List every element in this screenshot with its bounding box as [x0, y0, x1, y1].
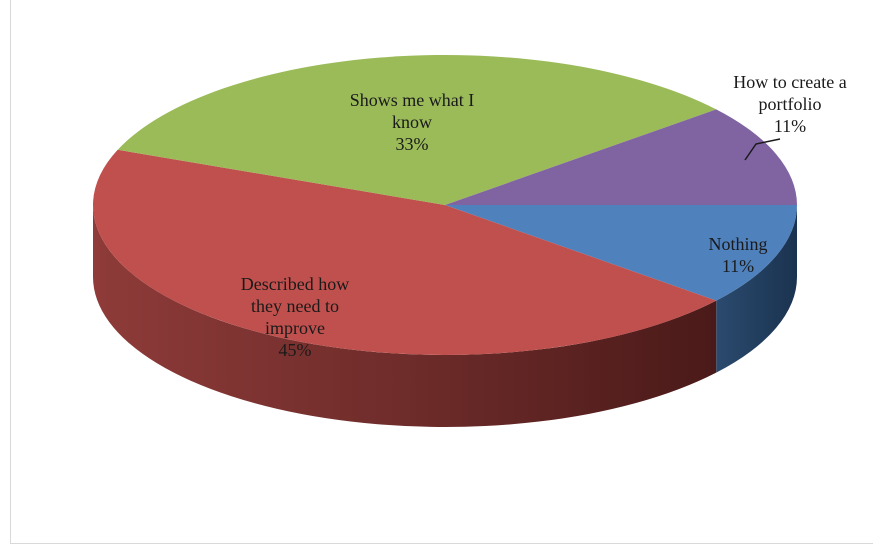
slice-label-line: Shows me what I: [350, 90, 475, 110]
slice-label-line: know: [392, 112, 432, 132]
pie-sides: [93, 205, 797, 427]
slice-label-line: 33%: [396, 134, 429, 154]
slice-label-1: Described how they need to improve 45%: [241, 274, 349, 360]
slice-label-line: improve: [265, 318, 325, 338]
pie-labels: Nothing 11%Described how they need to impro…: [241, 72, 847, 360]
slice-label-line: Nothing: [708, 234, 767, 254]
slice-label-0: Nothing 11%: [708, 234, 767, 276]
pie-slice-3: [445, 109, 797, 205]
pie-slice-2: [117, 54, 717, 206]
slice-label-line: 11%: [722, 256, 754, 276]
pie-side-0: [716, 205, 797, 373]
slice-label-line: portfolio: [759, 94, 822, 114]
pie-tops: [93, 54, 797, 355]
slice-label-line: 11%: [774, 116, 806, 136]
pie-side-1: [93, 205, 717, 427]
slice-label-line: How to create a: [733, 72, 846, 92]
slice-label-line: 45%: [279, 340, 312, 360]
slice-label-line: Described how: [241, 274, 349, 294]
slice-label-line: they need to: [251, 296, 339, 316]
slice-label-3: How to create a portfolio 11%: [733, 72, 846, 136]
pie-slice-0: [445, 205, 797, 301]
leader-line: [744, 138, 781, 161]
pie-slice-1: [93, 149, 717, 355]
